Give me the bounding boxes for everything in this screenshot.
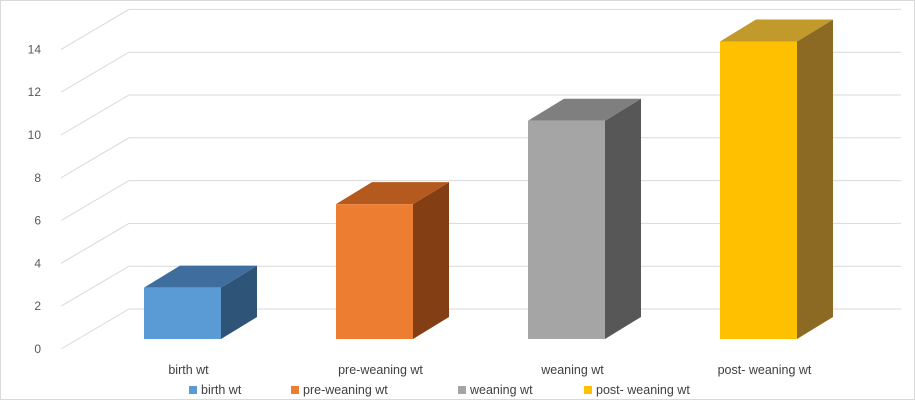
bar-side-face: [413, 182, 449, 339]
gridline: [60, 51, 901, 93]
bar-side-face: [605, 98, 641, 339]
gridline: [60, 94, 901, 136]
gridline: [60, 180, 901, 222]
x-category-label: pre-weaning wt: [338, 363, 423, 377]
bar-front-face: [528, 120, 605, 339]
bar-weaning-wt: [528, 98, 641, 339]
bar-pre-weaning-wt: [336, 182, 449, 339]
y-tick-label: 2: [34, 299, 41, 313]
y-tick-label: 4: [34, 256, 41, 270]
bar-front-face: [720, 41, 797, 339]
gridline: [60, 8, 901, 50]
legend-label: birth wt: [201, 383, 242, 397]
legend-label: weaning wt: [469, 383, 533, 397]
legend-swatch: [291, 386, 299, 394]
gridline: [60, 265, 901, 307]
gridline: [60, 222, 901, 264]
y-tick-label: 10: [28, 128, 42, 142]
legend-label: post- weaning wt: [596, 383, 690, 397]
bar-post--weaning-wt: [720, 19, 833, 339]
bar-front-face: [336, 204, 413, 339]
bar-top-face: [720, 19, 833, 42]
floor-line: [60, 308, 901, 350]
y-axis-tick-labels: 0 2 4 6 8 10 12 14: [28, 42, 42, 356]
legend-item: birth wt: [189, 383, 242, 397]
y-tick-label: 6: [34, 214, 41, 228]
y-tick-label: 0: [34, 342, 41, 356]
x-axis-category-labels: birth wt pre-weaning wt weaning wt post- we…: [168, 363, 812, 377]
bar-side-face: [797, 19, 833, 339]
y-tick-label: 12: [28, 85, 42, 99]
legend-item: weaning wt: [458, 383, 533, 397]
legend-swatch: [458, 386, 466, 394]
legend-label: pre-weaning wt: [303, 383, 388, 397]
bar-top-face: [336, 182, 449, 205]
x-category-label: weaning wt: [540, 363, 604, 377]
bar-top-face: [144, 265, 257, 288]
gridlines: [60, 8, 901, 350]
bar-top-face: [528, 98, 641, 121]
legend-swatch: [584, 386, 592, 394]
x-category-label: post- weaning wt: [718, 363, 812, 377]
legend-swatch: [189, 386, 197, 394]
y-tick-label: 14: [28, 42, 42, 56]
bars: [144, 19, 833, 339]
bar-front-face: [144, 287, 221, 339]
legend-item: post- weaning wt: [584, 383, 690, 397]
legend-item: pre-weaning wt: [291, 383, 388, 397]
bar-birth-wt: [144, 265, 257, 339]
legend: birth wt pre-weaning wt weaning wt post- we…: [189, 383, 690, 397]
x-category-label: birth wt: [168, 363, 209, 377]
bar-side-face: [221, 265, 257, 339]
gridline: [60, 137, 901, 179]
y-tick-label: 8: [34, 171, 41, 185]
